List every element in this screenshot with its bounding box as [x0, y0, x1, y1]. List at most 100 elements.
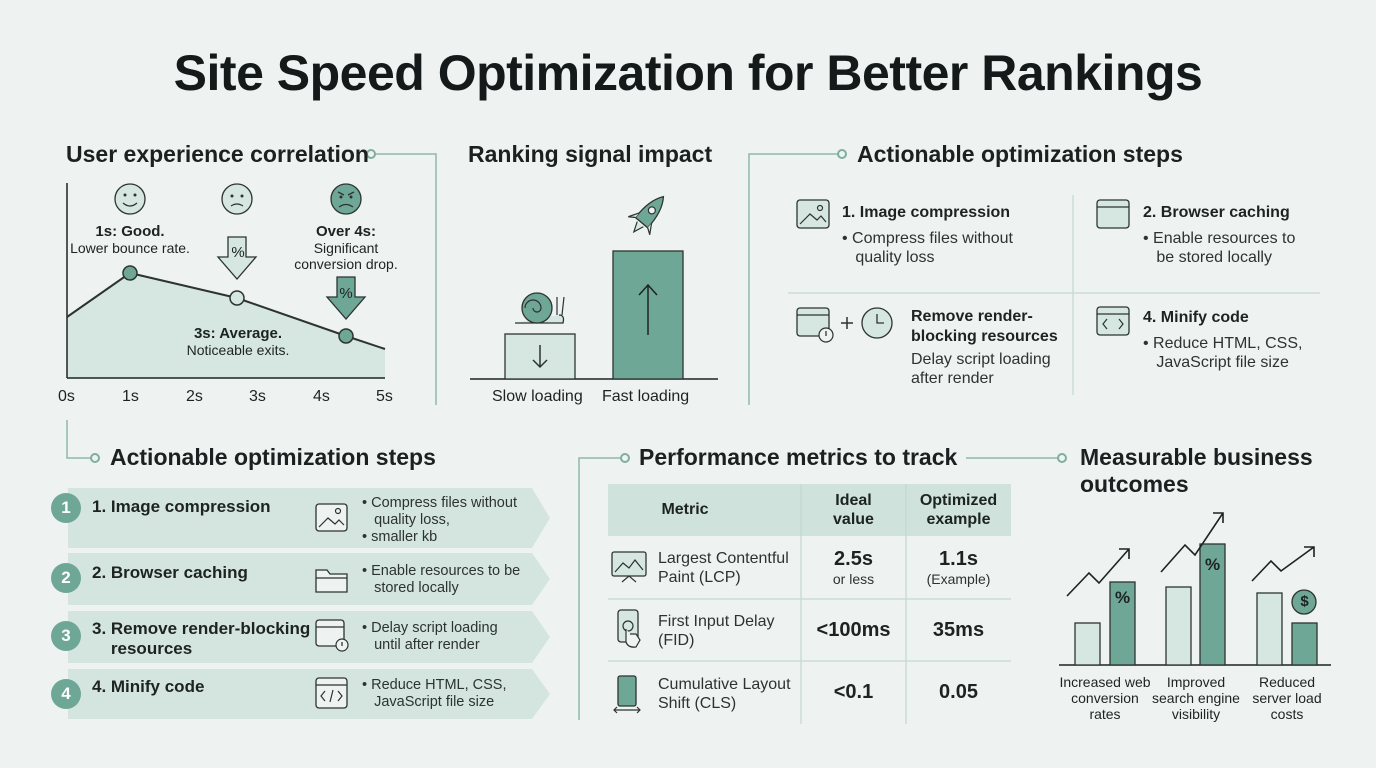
data-point-1s [122, 265, 138, 281]
grid-step-3: Remove render-blocking resources Delay s… [911, 307, 1071, 388]
col-header-metric: Metric [661, 501, 709, 518]
list-item [68, 669, 550, 719]
outcome-1-before-bar [1074, 622, 1101, 666]
blocked-window-icon [796, 307, 834, 343]
monitor-chart-icon [611, 551, 647, 583]
list-icons [315, 503, 349, 709]
ux-section-title: User experience correlation [66, 141, 369, 167]
average-head: 3s: Average. [193, 325, 283, 342]
outcomes-section-title: Measurable business outcomes [1080, 444, 1313, 497]
grid-step-4-desc: • Reduce HTML, CSS, JavaScript file size [1143, 335, 1303, 371]
blocked-window-icon [315, 619, 349, 652]
bad-sub2: conversion drop. [294, 256, 398, 272]
dollar-coin-icon [1291, 589, 1317, 615]
good-sub: Lower bounce rate. [70, 240, 190, 256]
ranking-bar-chart [470, 195, 718, 380]
ranking-section-title: Ranking signal impact [468, 141, 713, 167]
metric-fid: First Input Delay (FID) [658, 613, 775, 649]
percent-down-arrow-2 [325, 276, 367, 320]
percent-label-1: % [231, 244, 245, 261]
list-label-3: 3. Remove render-blocking resources [92, 619, 311, 658]
outcome-percent-2: % [1204, 555, 1221, 574]
grid-step-1-head: 1. Image compression [842, 204, 1011, 221]
outcome-label-1: Increased web conversion rates [1059, 674, 1151, 722]
clock-icon [861, 307, 893, 339]
list-label-2: 2. Browser caching [92, 563, 248, 582]
image-icon [315, 503, 348, 532]
x-tick-3: 3s [249, 388, 266, 405]
folder-icon [315, 569, 348, 593]
optimized-lcp: 1.1s [939, 548, 978, 570]
slow-loading-label: Slow loading [492, 388, 583, 405]
ideal-fid: <100ms [816, 619, 891, 641]
outcome-percent-1: % [1114, 588, 1131, 607]
ux-line-chart [66, 183, 386, 379]
optimized-lcp-sub: (Example) [926, 571, 991, 587]
step-badge-2: 2 [51, 563, 81, 593]
bad-annotation: Over 4s: Significant conversion drop. [280, 223, 412, 273]
snail-icon [515, 292, 565, 324]
happy-face-icon [114, 183, 146, 215]
grid-step-3-desc: Delay script loading after render [911, 351, 1051, 387]
code-icon [1096, 306, 1130, 336]
x-tick-2: 2s [186, 388, 203, 405]
list-desc-2: • Enable resources to be stored locally [362, 563, 521, 596]
steps-grid-frame [788, 195, 1320, 395]
list-desc-4: • Reduce HTML, CSS, JavaScript file size [362, 677, 507, 710]
outcomes-bar-chart [1059, 512, 1331, 666]
trend-arrow-icon [1160, 512, 1224, 573]
down-arrow-icon [532, 345, 548, 369]
x-tick-4: 4s [313, 388, 330, 405]
grid-step-1-desc: • Compress files without quality loss [842, 230, 1013, 266]
x-tick-5: 5s [376, 388, 393, 405]
x-tick-0: 0s [58, 388, 75, 405]
browser-icon [1096, 199, 1130, 229]
average-sub: Noticeable exits. [186, 342, 290, 358]
outcome-1-after-bar [1109, 581, 1136, 666]
list-desc-1: • Compress files without quality loss, • … [362, 495, 517, 545]
optimized-fid: 35ms [932, 619, 985, 641]
plus-icon [841, 317, 853, 329]
step-badge-4: 4 [51, 679, 81, 709]
list-desc-3: • Delay script loading until after rende… [362, 620, 498, 653]
bad-sub1: Significant [313, 240, 379, 256]
list-label-1: 1. Image compression [92, 497, 271, 516]
page-title: Site Speed Optimization for Better Ranki… [173, 45, 1203, 101]
data-point-3s [229, 290, 245, 306]
image-icon [796, 199, 830, 229]
bad-head: Over 4s: [315, 223, 377, 240]
grid-step-2-desc: • Enable resources to be stored locally [1143, 230, 1296, 266]
metrics-table-grid [608, 484, 1011, 724]
data-point-4s [338, 328, 354, 344]
metrics-table-header [608, 484, 1011, 536]
optimized-cls: 0.05 [939, 681, 978, 703]
rocket-icon [628, 195, 665, 235]
outcome-3-before-bar [1256, 592, 1283, 666]
step-badge-1: 1 [51, 493, 81, 523]
good-head: 1s: Good. [95, 223, 165, 240]
layout-shift-icon [613, 675, 641, 714]
list-label-4: 4. Minify code [92, 677, 205, 696]
trend-arrow-icon [1066, 548, 1130, 597]
ideal-lcp: 2.5s [834, 548, 873, 570]
metric-cls: Cumulative Layout Shift (CLS) [658, 676, 791, 712]
sad-face-icon [221, 183, 253, 215]
outcome-label-2: Improved search engine visibility [1152, 674, 1240, 722]
ideal-lcp-sub: or less [832, 571, 875, 587]
grid-step-2-head: 2. Browser caching [1143, 204, 1290, 221]
list-item [68, 488, 550, 548]
metric-lcp: Largest Contentful Paint (LCP) [658, 550, 789, 586]
outcome-2-before-bar [1165, 586, 1192, 666]
code-icon [315, 677, 348, 709]
grid-step-4-head: 4. Minify code [1143, 309, 1249, 326]
col-header-optimized: Optimized example [919, 492, 998, 528]
outcome-2-after-bar [1199, 543, 1226, 666]
step-badge-3: 3 [51, 621, 81, 651]
percent-down-arrow-1 [216, 236, 258, 280]
good-annotation: 1s: Good. Lower bounce rate. [60, 223, 200, 257]
x-tick-1: 1s [122, 388, 139, 405]
grid-step-2: 2. Browser caching • Enable resources to… [1143, 204, 1343, 267]
ideal-cls: <0.1 [833, 681, 874, 703]
metrics-section-title: Performance metrics to track [639, 444, 958, 470]
